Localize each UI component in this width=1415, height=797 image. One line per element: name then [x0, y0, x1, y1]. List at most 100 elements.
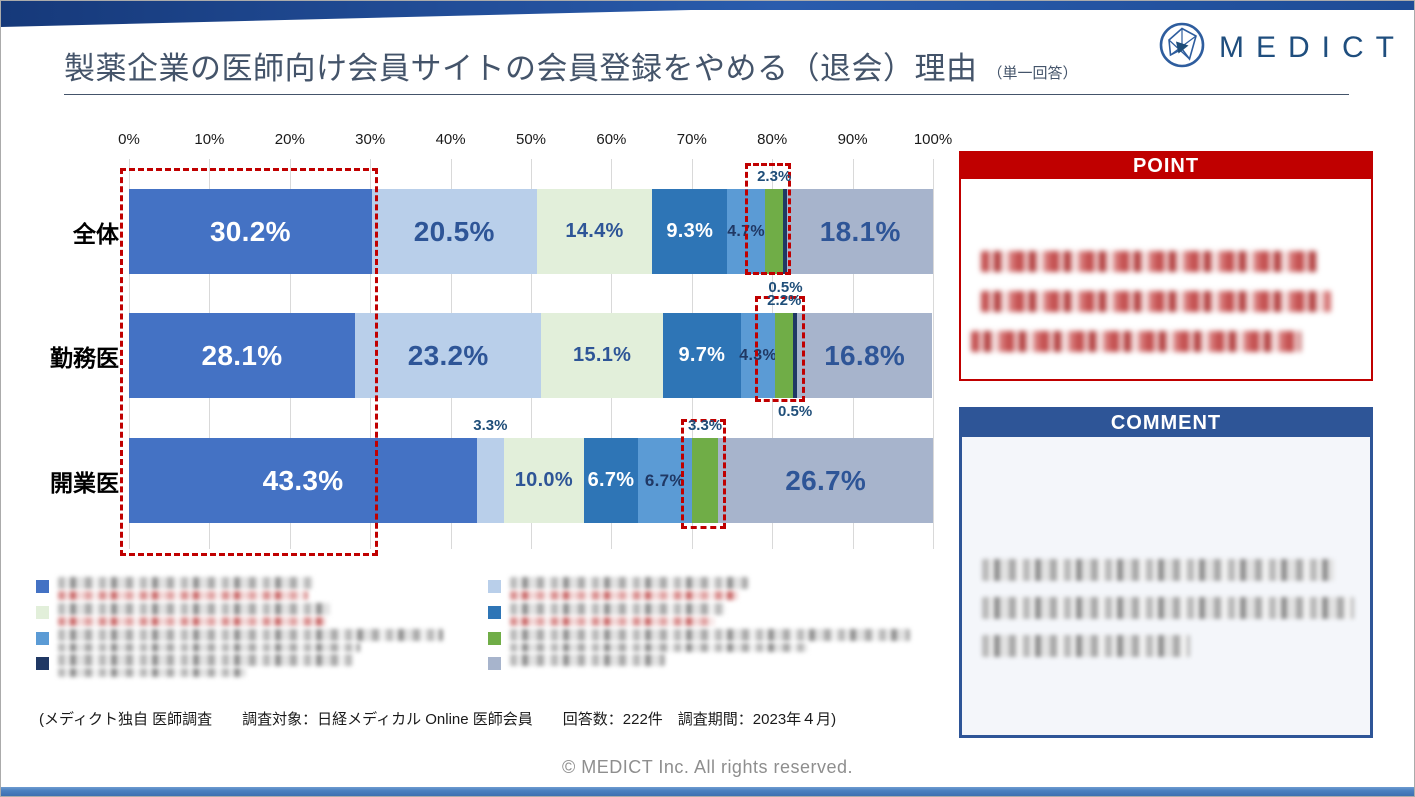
bar-value-label: 15.1%: [573, 344, 632, 366]
axis-tick-label: 100%: [913, 131, 953, 148]
point-text-redacted: [971, 331, 1301, 352]
bar-segment: 20.5%: [371, 189, 537, 274]
bar-segment: 6.7%: [584, 438, 638, 523]
bar-value-label: 43.3%: [262, 464, 344, 496]
bar-segment: 14.4%: [536, 189, 653, 274]
legend-label-redacted: [510, 577, 748, 589]
bar-value-label: 20.5%: [413, 215, 495, 247]
legend-swatch: [36, 580, 49, 593]
legend-label-redacted: [510, 654, 665, 666]
legend-swatch: [36, 657, 49, 670]
legend-label-redacted: [58, 668, 246, 677]
legend-swatch: [36, 606, 49, 619]
bar-segment: 18.1%: [787, 189, 933, 274]
bar-segment: [793, 313, 798, 398]
legend-swatch: [36, 632, 49, 645]
legend-label-redacted: [510, 591, 738, 600]
axis-tick-label: 0%: [118, 131, 140, 148]
legend-label-redacted: [58, 603, 330, 615]
callout-value-label: 0.5%: [768, 279, 803, 296]
callout-value-label: 3.3%: [687, 417, 723, 434]
legend-label-redacted: [510, 603, 725, 615]
legend-swatch: [488, 606, 501, 619]
legend-label-redacted: [58, 629, 443, 641]
gridline: [933, 159, 934, 549]
comment-box-body: [962, 437, 1370, 735]
axis-tick-label: 80%: [757, 131, 788, 148]
point-box-title: POINT: [961, 153, 1371, 179]
legend-label-redacted: [58, 643, 360, 652]
point-box: POINT: [959, 151, 1373, 381]
bar-value-label: 30.2%: [209, 215, 291, 247]
category-label: 勤務医: [50, 344, 119, 371]
legend-label-redacted: [58, 654, 353, 666]
bar-segment: 23.2%: [354, 313, 542, 398]
highlight-box-zentai-green: [745, 163, 791, 275]
bar-value-label: 6.7%: [644, 470, 685, 490]
legend-swatch: [488, 657, 501, 670]
bar-value-label: 6.7%: [587, 469, 635, 491]
medict-logo-icon: [1158, 21, 1206, 74]
medict-logo: MEDICT: [1158, 21, 1406, 74]
comment-text-redacted: [982, 597, 1354, 619]
bar-segment: [783, 189, 788, 274]
legend-label-redacted: [58, 591, 308, 600]
copyright: © MEDICT Inc. All rights reserved.: [561, 757, 853, 777]
legend-label-redacted: [58, 617, 326, 626]
bar-value-label: 9.3%: [666, 220, 714, 242]
bar-value-label: 14.4%: [565, 220, 624, 242]
legend-swatch: [488, 632, 501, 645]
highlight-box-first-segment: [120, 168, 378, 556]
bar-segment: 43.3%: [129, 438, 478, 523]
legend-label-redacted: [510, 629, 910, 641]
bar-value-label: 26.7%: [785, 464, 867, 496]
callout-value-label: 2.3%: [757, 168, 792, 185]
bar-segment: [775, 313, 794, 398]
bar-value-label: 18.1%: [819, 215, 901, 247]
callout-value-label: 3.3%: [473, 417, 508, 434]
bar-value-label: 9.7%: [678, 344, 726, 366]
bottom-ribbon: [1, 787, 1414, 796]
axis-tick-label: 40%: [435, 131, 466, 148]
axis-tick-label: 20%: [274, 131, 305, 148]
bar-segment: 10.0%: [503, 438, 585, 523]
title-underline: [64, 94, 1349, 95]
legend-label-redacted: [58, 577, 313, 589]
callout-value-label: 0.5%: [778, 403, 813, 420]
comment-box: COMMENT: [959, 407, 1373, 738]
axis-tick-label: 50%: [515, 131, 547, 148]
legend-swatch: [488, 580, 501, 593]
bar-segment: 16.8%: [797, 313, 933, 398]
axis-tick-label: 30%: [355, 131, 386, 148]
bar-segment: [691, 438, 719, 523]
category-label: 全体: [73, 220, 119, 247]
point-box-body: [961, 179, 1371, 378]
bar-segment: [764, 189, 784, 274]
comment-text-redacted: [982, 635, 1190, 657]
survey-footnote: (メディクト独自 医師調査 調査対象：日経メディカル Online 医師会員 回…: [39, 711, 837, 728]
legend-label-redacted: [510, 643, 808, 652]
comment-box-title: COMMENT: [962, 410, 1370, 437]
axis-tick-label: 70%: [676, 131, 707, 148]
comment-text-redacted: [982, 559, 1334, 581]
bar-segment: 15.1%: [541, 313, 663, 398]
point-text-redacted: [981, 291, 1331, 312]
page-title: 製薬企業の医師向け会員サイトの会員登録をやめる（退会）理由: [64, 51, 978, 86]
bar-value-label: 23.2%: [407, 339, 489, 371]
bar-segment: 9.7%: [662, 313, 741, 398]
bar-segment: 30.2%: [129, 189, 372, 274]
highlight-box-kinmui-green: [755, 296, 805, 402]
highlight-box-kaigyoui-green: [681, 419, 726, 529]
legend-label-redacted: [510, 617, 715, 626]
bar-value-label: 10.0%: [514, 469, 573, 491]
medict-logo-text: MEDICT: [1219, 30, 1406, 64]
stacked-bar-chart: 30.2% 20.5% 14.4% 9.3% 4.7% 2.3% 0.5% 18.1% 28.1…: [129, 159, 934, 549]
bar-segment: 28.1%: [129, 313, 355, 398]
bar-segment: 26.7%: [718, 438, 933, 523]
category-label: 開業医: [50, 469, 119, 496]
bar-value-label: 16.8%: [824, 339, 906, 371]
axis-tick-label: 90%: [837, 131, 868, 148]
callout-value-label: 2.2%: [767, 292, 802, 309]
title-block: 製薬企業の医師向け会員サイトの会員登録をやめる（退会）理由 （単一回答）: [64, 43, 1078, 88]
